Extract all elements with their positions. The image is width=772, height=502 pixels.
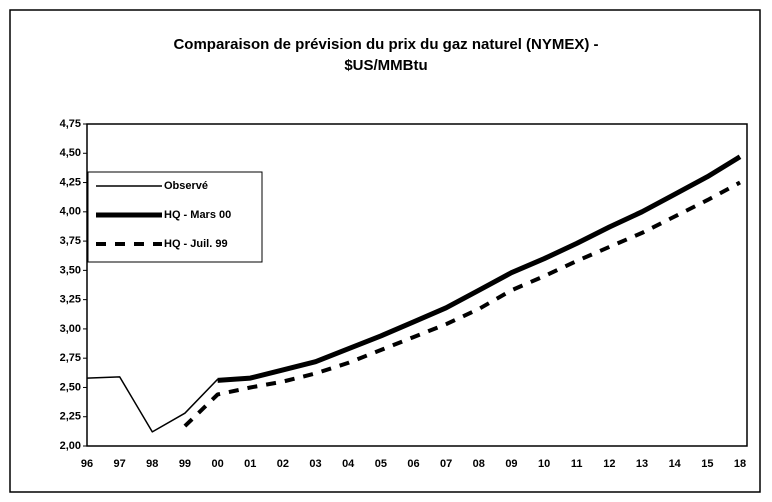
x-tick-label: 12 bbox=[603, 458, 615, 470]
y-tick-label: 3,00 bbox=[60, 323, 81, 335]
x-tick-label: 14 bbox=[669, 458, 682, 470]
y-tick-label: 4,00 bbox=[60, 206, 81, 218]
legend-label: HQ - Mars 00 bbox=[164, 209, 231, 221]
y-tick-label: 2,50 bbox=[60, 381, 81, 393]
y-tick-label: 2,00 bbox=[60, 440, 81, 452]
x-tick-label: 04 bbox=[342, 458, 355, 470]
x-tick-label: 03 bbox=[309, 458, 321, 470]
x-tick-label: 11 bbox=[571, 458, 583, 470]
x-tick-label: 08 bbox=[473, 458, 485, 470]
y-tick-label: 3,75 bbox=[60, 235, 81, 247]
series-line bbox=[86, 376, 219, 433]
x-tick-label: 13 bbox=[636, 458, 648, 470]
y-tick-label: 4,75 bbox=[60, 118, 81, 130]
x-tick-label: 00 bbox=[211, 458, 223, 470]
x-tick-label: 96 bbox=[81, 458, 93, 470]
series-line bbox=[217, 154, 742, 383]
x-tick-label: 10 bbox=[538, 458, 550, 470]
x-tick-label: 97 bbox=[114, 458, 126, 470]
plot-area bbox=[86, 123, 748, 447]
x-tick-label: 02 bbox=[277, 458, 289, 470]
legend-label: HQ - Juil. 99 bbox=[164, 238, 228, 250]
chart-title: $US/MMBtu bbox=[344, 57, 427, 74]
y-tick-label: 3,50 bbox=[60, 264, 81, 276]
x-tick-label: 99 bbox=[179, 458, 191, 470]
chart-title: Comparaison de prévision du prix du gaz … bbox=[173, 36, 598, 53]
y-tick-label: 2,25 bbox=[60, 411, 81, 423]
x-tick-label: 98 bbox=[146, 458, 158, 470]
x-tick-label: 07 bbox=[440, 458, 452, 470]
chart-border bbox=[9, 9, 761, 493]
x-tick-label: 06 bbox=[407, 458, 419, 470]
y-tick-label: 2,75 bbox=[60, 352, 81, 364]
x-tick-label: 01 bbox=[244, 458, 256, 470]
series-line bbox=[183, 180, 741, 428]
y-tick-label: 4,50 bbox=[60, 147, 81, 159]
x-tick-label: 05 bbox=[375, 458, 387, 470]
y-tick-label: 3,25 bbox=[60, 294, 81, 306]
y-tick-label: 4,25 bbox=[60, 176, 81, 188]
x-tick-label: 15 bbox=[701, 458, 713, 470]
x-tick-label: 09 bbox=[505, 458, 517, 470]
legend-label: Observé bbox=[164, 180, 208, 192]
x-tick-label: 18 bbox=[734, 458, 746, 470]
